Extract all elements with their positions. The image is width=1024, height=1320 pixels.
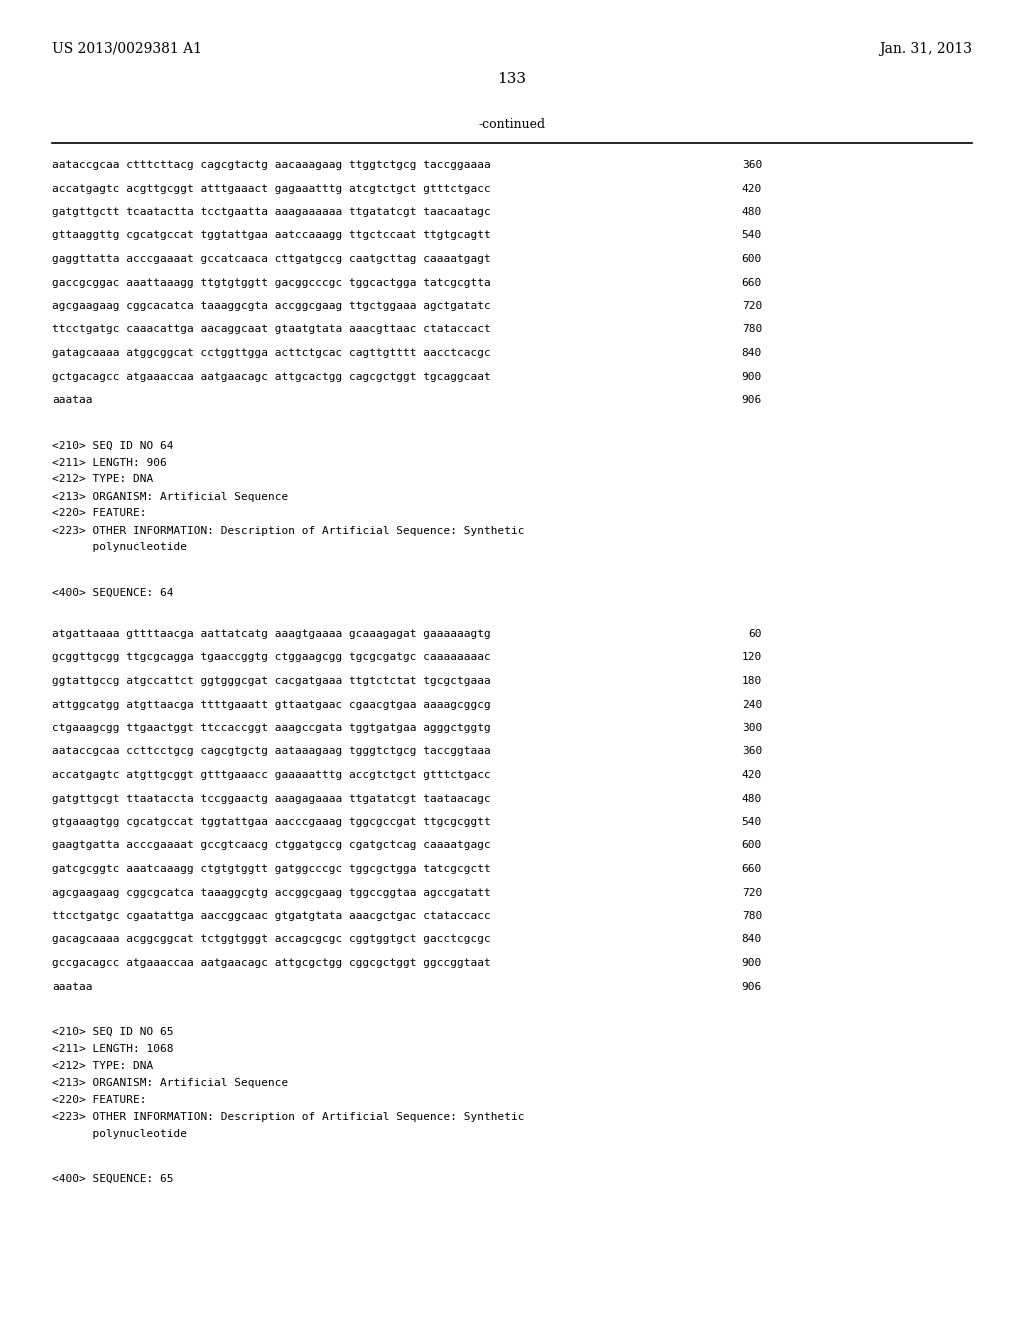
- Text: <220> FEATURE:: <220> FEATURE:: [52, 1096, 146, 1105]
- Text: US 2013/0029381 A1: US 2013/0029381 A1: [52, 42, 202, 55]
- Text: 720: 720: [741, 301, 762, 312]
- Text: gatagcaaaa atggcggcat cctggttgga acttctgcac cagttgtttt aacctcacgc: gatagcaaaa atggcggcat cctggttgga acttctg…: [52, 348, 490, 358]
- Text: gatcgcggtc aaatcaaagg ctgtgtggtt gatggcccgc tggcgctgga tatcgcgctt: gatcgcggtc aaatcaaagg ctgtgtggtt gatggcc…: [52, 865, 490, 874]
- Text: 480: 480: [741, 793, 762, 804]
- Text: 360: 360: [741, 160, 762, 170]
- Text: polynucleotide: polynucleotide: [52, 1129, 187, 1139]
- Text: 120: 120: [741, 652, 762, 663]
- Text: 780: 780: [741, 325, 762, 334]
- Text: gttaaggttg cgcatgccat tggtattgaa aatccaaagg ttgctccaat ttgtgcagtt: gttaaggttg cgcatgccat tggtattgaa aatccaa…: [52, 231, 490, 240]
- Text: <210> SEQ ID NO 64: <210> SEQ ID NO 64: [52, 441, 173, 450]
- Text: <211> LENGTH: 906: <211> LENGTH: 906: [52, 458, 167, 467]
- Text: ttcctgatgc cgaatattga aaccggcaac gtgatgtata aaacgctgac ctataccacc: ttcctgatgc cgaatattga aaccggcaac gtgatgt…: [52, 911, 490, 921]
- Text: <400> SEQUENCE: 64: <400> SEQUENCE: 64: [52, 587, 173, 598]
- Text: gcggttgcgg ttgcgcagga tgaaccggtg ctggaagcgg tgcgcgatgc caaaaaaaac: gcggttgcgg ttgcgcagga tgaaccggtg ctggaag…: [52, 652, 490, 663]
- Text: ggtattgccg atgccattct ggtgggcgat cacgatgaaa ttgtctctat tgcgctgaaa: ggtattgccg atgccattct ggtgggcgat cacgatg…: [52, 676, 490, 686]
- Text: gccgacagcc atgaaaccaa aatgaacagc attgcgctgg cggcgctggt ggccggtaat: gccgacagcc atgaaaccaa aatgaacagc attgcgc…: [52, 958, 490, 968]
- Text: 660: 660: [741, 277, 762, 288]
- Text: <223> OTHER INFORMATION: Description of Artificial Sequence: Synthetic: <223> OTHER INFORMATION: Description of …: [52, 1111, 524, 1122]
- Text: 600: 600: [741, 253, 762, 264]
- Text: 900: 900: [741, 371, 762, 381]
- Text: accatgagtc acgttgcggt atttgaaact gagaaatttg atcgtctgct gtttctgacc: accatgagtc acgttgcggt atttgaaact gagaaat…: [52, 183, 490, 194]
- Text: 540: 540: [741, 817, 762, 828]
- Text: 780: 780: [741, 911, 762, 921]
- Text: <210> SEQ ID NO 65: <210> SEQ ID NO 65: [52, 1027, 173, 1038]
- Text: accatgagtc atgttgcggt gtttgaaacc gaaaaatttg accgtctgct gtttctgacc: accatgagtc atgttgcggt gtttgaaacc gaaaaat…: [52, 770, 490, 780]
- Text: aataccgcaa ccttcctgcg cagcgtgctg aataaagaag tgggtctgcg taccggtaaa: aataccgcaa ccttcctgcg cagcgtgctg aataaag…: [52, 747, 490, 756]
- Text: gaccgcggac aaattaaagg ttgtgtggtt gacggcccgc tggcactgga tatcgcgtta: gaccgcggac aaattaaagg ttgtgtggtt gacggcc…: [52, 277, 490, 288]
- Text: 900: 900: [741, 958, 762, 968]
- Text: 540: 540: [741, 231, 762, 240]
- Text: 840: 840: [741, 348, 762, 358]
- Text: <223> OTHER INFORMATION: Description of Artificial Sequence: Synthetic: <223> OTHER INFORMATION: Description of …: [52, 525, 524, 536]
- Text: 906: 906: [741, 982, 762, 991]
- Text: polynucleotide: polynucleotide: [52, 543, 187, 553]
- Text: <400> SEQUENCE: 65: <400> SEQUENCE: 65: [52, 1173, 173, 1184]
- Text: 240: 240: [741, 700, 762, 710]
- Text: gatgttgctt tcaatactta tcctgaatta aaagaaaaaa ttgatatcgt taacaatagc: gatgttgctt tcaatactta tcctgaatta aaagaaa…: [52, 207, 490, 216]
- Text: gaagtgatta acccgaaaat gccgtcaacg ctggatgccg cgatgctcag caaaatgagc: gaagtgatta acccgaaaat gccgtcaacg ctggatg…: [52, 841, 490, 850]
- Text: gtgaaagtgg cgcatgccat tggtattgaa aacccgaaag tggcgccgat ttgcgcggtt: gtgaaagtgg cgcatgccat tggtattgaa aacccga…: [52, 817, 490, 828]
- Text: 180: 180: [741, 676, 762, 686]
- Text: 420: 420: [741, 770, 762, 780]
- Text: -continued: -continued: [478, 117, 546, 131]
- Text: <220> FEATURE:: <220> FEATURE:: [52, 508, 146, 519]
- Text: agcgaagaag cggcgcatca taaaggcgtg accggcgaag tggccggtaa agccgatatt: agcgaagaag cggcgcatca taaaggcgtg accggcg…: [52, 887, 490, 898]
- Text: 420: 420: [741, 183, 762, 194]
- Text: 600: 600: [741, 841, 762, 850]
- Text: 60: 60: [749, 630, 762, 639]
- Text: ttcctgatgc caaacattga aacaggcaat gtaatgtata aaacgttaac ctataccact: ttcctgatgc caaacattga aacaggcaat gtaatgt…: [52, 325, 490, 334]
- Text: gatgttgcgt ttaataccta tccggaactg aaagagaaaa ttgatatcgt taataacagc: gatgttgcgt ttaataccta tccggaactg aaagaga…: [52, 793, 490, 804]
- Text: 360: 360: [741, 747, 762, 756]
- Text: 133: 133: [498, 73, 526, 86]
- Text: 480: 480: [741, 207, 762, 216]
- Text: aaataa: aaataa: [52, 982, 92, 991]
- Text: gaggttatta acccgaaaat gccatcaaca cttgatgccg caatgcttag caaaatgagt: gaggttatta acccgaaaat gccatcaaca cttgatg…: [52, 253, 490, 264]
- Text: 840: 840: [741, 935, 762, 945]
- Text: <212> TYPE: DNA: <212> TYPE: DNA: [52, 1061, 154, 1071]
- Text: <211> LENGTH: 1068: <211> LENGTH: 1068: [52, 1044, 173, 1053]
- Text: gacagcaaaa acggcggcat tctggtgggt accagcgcgc cggtggtgct gacctcgcgc: gacagcaaaa acggcggcat tctggtgggt accagcg…: [52, 935, 490, 945]
- Text: ctgaaagcgg ttgaactggt ttccaccggt aaagccgata tggtgatgaa agggctggtg: ctgaaagcgg ttgaactggt ttccaccggt aaagccg…: [52, 723, 490, 733]
- Text: agcgaagaag cggcacatca taaaggcgta accggcgaag ttgctggaaa agctgatatc: agcgaagaag cggcacatca taaaggcgta accggcg…: [52, 301, 490, 312]
- Text: atgattaaaa gttttaacga aattatcatg aaagtgaaaa gcaaagagat gaaaaaagtg: atgattaaaa gttttaacga aattatcatg aaagtga…: [52, 630, 490, 639]
- Text: aaataa: aaataa: [52, 395, 92, 405]
- Text: attggcatgg atgttaacga ttttgaaatt gttaatgaac cgaacgtgaa aaaagcggcg: attggcatgg atgttaacga ttttgaaatt gttaatg…: [52, 700, 490, 710]
- Text: <213> ORGANISM: Artificial Sequence: <213> ORGANISM: Artificial Sequence: [52, 1078, 288, 1088]
- Text: <213> ORGANISM: Artificial Sequence: <213> ORGANISM: Artificial Sequence: [52, 491, 288, 502]
- Text: 720: 720: [741, 887, 762, 898]
- Text: aataccgcaa ctttcttacg cagcgtactg aacaaagaag ttggtctgcg taccggaaaa: aataccgcaa ctttcttacg cagcgtactg aacaaag…: [52, 160, 490, 170]
- Text: 906: 906: [741, 395, 762, 405]
- Text: <212> TYPE: DNA: <212> TYPE: DNA: [52, 474, 154, 484]
- Text: gctgacagcc atgaaaccaa aatgaacagc attgcactgg cagcgctggt tgcaggcaat: gctgacagcc atgaaaccaa aatgaacagc attgcac…: [52, 371, 490, 381]
- Text: Jan. 31, 2013: Jan. 31, 2013: [879, 42, 972, 55]
- Text: 660: 660: [741, 865, 762, 874]
- Text: 300: 300: [741, 723, 762, 733]
